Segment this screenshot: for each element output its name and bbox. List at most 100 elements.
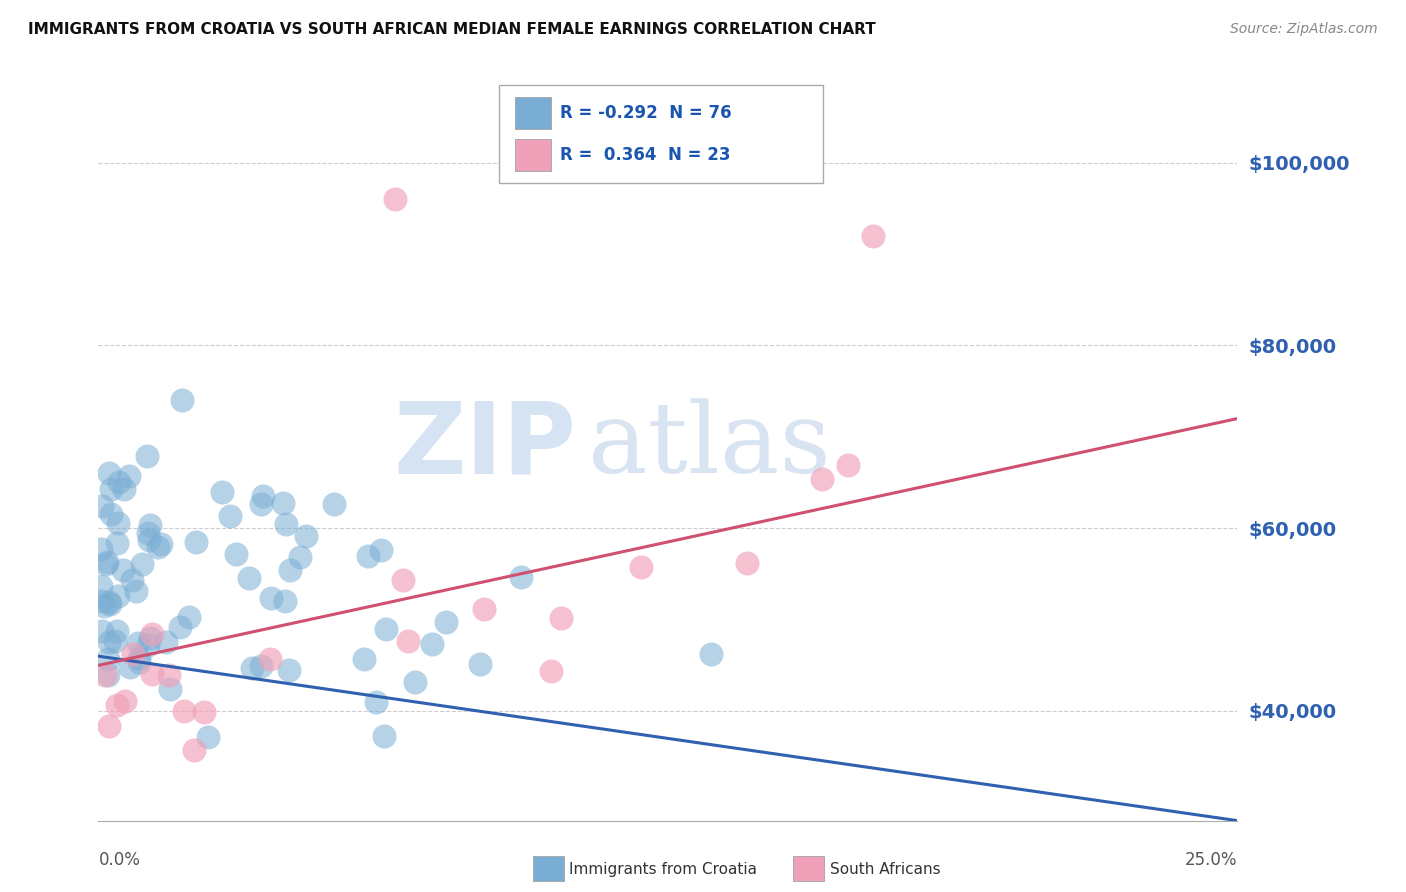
Point [90,594,112,608]
Point [364,695,387,709]
Point [93,668,115,682]
Point [259,651,281,665]
Text: 0.0%: 0.0% [98,851,141,869]
Point [122,648,145,662]
Point [278,563,301,577]
Point [420,637,443,651]
Point [90,542,112,557]
Point [114,693,136,707]
Point [260,591,283,605]
Point [125,583,148,598]
Point [96,555,118,569]
Point [97,668,120,682]
Point [211,484,233,499]
Point [136,449,159,463]
Point [550,611,572,625]
Point [141,666,163,681]
Point [127,636,149,650]
Point [540,665,562,679]
Point [225,547,247,561]
Point [97,635,120,649]
Text: Immigrants from Croatia: Immigrants from Croatia [569,863,758,877]
Point [138,533,160,548]
Point [146,541,169,555]
Point [373,729,395,743]
Point [150,537,173,551]
Point [139,631,162,645]
Point [159,682,181,697]
Point [105,536,128,550]
Point [100,482,122,496]
Text: Source: ZipAtlas.com: Source: ZipAtlas.com [1230,22,1378,37]
Point [375,623,398,637]
Point [288,550,311,565]
Point [93,599,115,614]
Text: South Africans: South Africans [830,863,941,877]
Point [837,458,859,472]
Point [97,652,120,666]
Point [136,526,159,541]
Point [862,228,884,243]
Point [131,558,153,572]
Point [138,517,160,532]
Point [353,652,375,666]
Point [193,705,215,719]
Text: IMMIGRANTS FROM CROATIA VS SOUTH AFRICAN MEDIAN FEMALE EARNINGS CORRELATION CHAR: IMMIGRANTS FROM CROATIA VS SOUTH AFRICAN… [28,22,876,37]
Point [118,469,141,483]
Point [121,573,143,587]
Point [169,620,191,634]
Point [104,634,127,648]
Point [105,624,128,639]
Point [197,730,219,744]
Point [295,528,318,542]
Text: 25.0%: 25.0% [1185,851,1237,869]
Point [105,698,128,712]
Point [240,661,263,675]
Point [434,615,457,630]
Point [357,549,380,563]
Point [112,563,135,577]
Point [810,472,832,486]
Text: atlas: atlas [588,398,831,494]
Point [141,627,163,641]
Point [136,638,159,652]
Point [107,589,129,603]
Point [472,601,495,615]
Text: R =  0.364  N = 23: R = 0.364 N = 23 [560,146,730,164]
Point [98,597,121,611]
Point [120,660,142,674]
Point [249,659,271,673]
Point [238,572,260,586]
Point [630,560,652,574]
Point [100,507,122,521]
Point [107,516,129,530]
Point [276,516,298,531]
Point [98,594,121,608]
Text: ZIP: ZIP [394,398,576,494]
Point [177,610,200,624]
Point [735,557,758,571]
Point [94,558,117,572]
Point [128,651,150,665]
Point [184,535,207,549]
Point [384,192,406,206]
Point [278,663,301,677]
Point [252,489,274,503]
Point [404,674,426,689]
Point [98,466,121,480]
Point [90,579,112,593]
Point [250,497,273,511]
Point [183,742,205,756]
Point [273,593,295,607]
Point [323,497,346,511]
Point [510,570,533,584]
Point [128,655,150,669]
Point [700,648,723,662]
Text: R = -0.292  N = 76: R = -0.292 N = 76 [560,104,731,122]
Point [370,542,392,557]
Point [112,482,135,496]
Point [392,573,415,587]
Point [97,719,120,733]
Point [91,624,114,638]
Point [155,635,177,649]
